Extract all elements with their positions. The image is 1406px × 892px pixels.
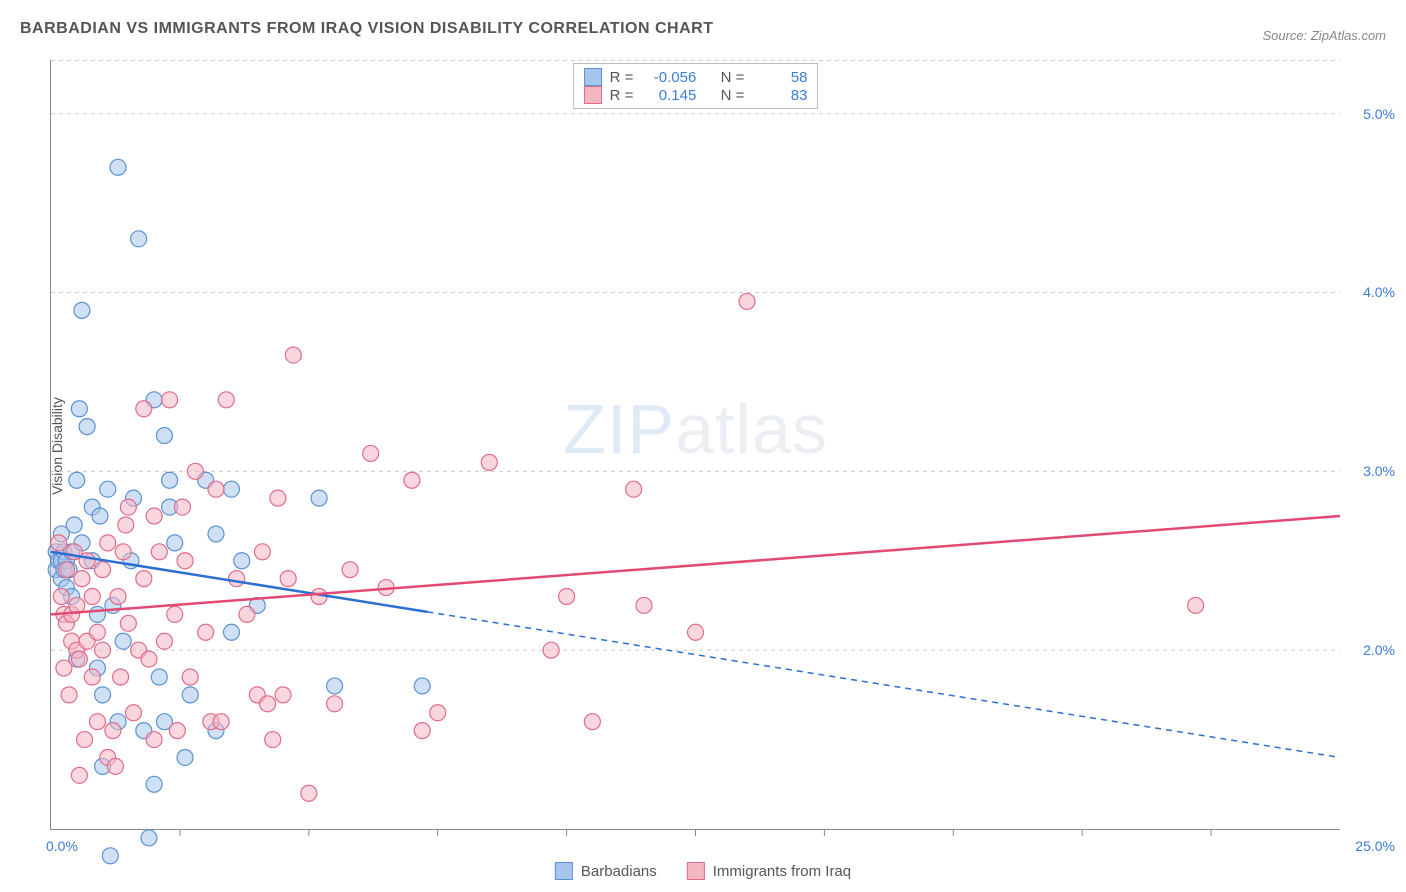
n-label-2: N = <box>721 87 745 104</box>
legend-swatch-2 <box>687 862 705 880</box>
r-value-1: -0.056 <box>641 69 696 86</box>
n-value-1: 58 <box>752 69 807 86</box>
n-value-2: 83 <box>752 87 807 104</box>
legend-item-2: Immigrants from Iraq <box>687 862 851 880</box>
legend-swatch-1 <box>555 862 573 880</box>
n-label-1: N = <box>721 69 745 86</box>
swatch-series-1 <box>584 68 602 86</box>
chart-title: BARBADIAN VS IMMIGRANTS FROM IRAQ VISION… <box>20 20 713 38</box>
y-tick-label: 4.0% <box>1363 284 1395 300</box>
bottom-legend: Barbadians Immigrants from Iraq <box>555 862 851 880</box>
legend-item-1: Barbadians <box>555 862 657 880</box>
stats-row-series-1: R = -0.056 N = 58 <box>584 68 808 86</box>
chart-svg <box>51 60 1340 829</box>
r-value-2: 0.145 <box>641 87 696 104</box>
y-tick-label: 5.0% <box>1363 106 1395 122</box>
legend-label-2: Immigrants from Iraq <box>713 863 851 880</box>
stats-row-series-2: R = 0.145 N = 83 <box>584 86 808 104</box>
r-label-1: R = <box>610 69 634 86</box>
y-tick-label: 2.0% <box>1363 642 1395 658</box>
legend-label-1: Barbadians <box>581 863 657 880</box>
x-axis-max-label: 25.0% <box>1355 838 1395 854</box>
plot-area: ZIPatlas R = -0.056 N = 58 R = 0.145 N =… <box>50 60 1340 830</box>
r-label-2: R = <box>610 87 634 104</box>
source-attribution: Source: ZipAtlas.com <box>1262 28 1386 43</box>
x-axis-min-label: 0.0% <box>46 838 78 854</box>
swatch-series-2 <box>584 86 602 104</box>
y-tick-label: 3.0% <box>1363 463 1395 479</box>
stats-box: R = -0.056 N = 58 R = 0.145 N = 83 <box>573 63 819 109</box>
